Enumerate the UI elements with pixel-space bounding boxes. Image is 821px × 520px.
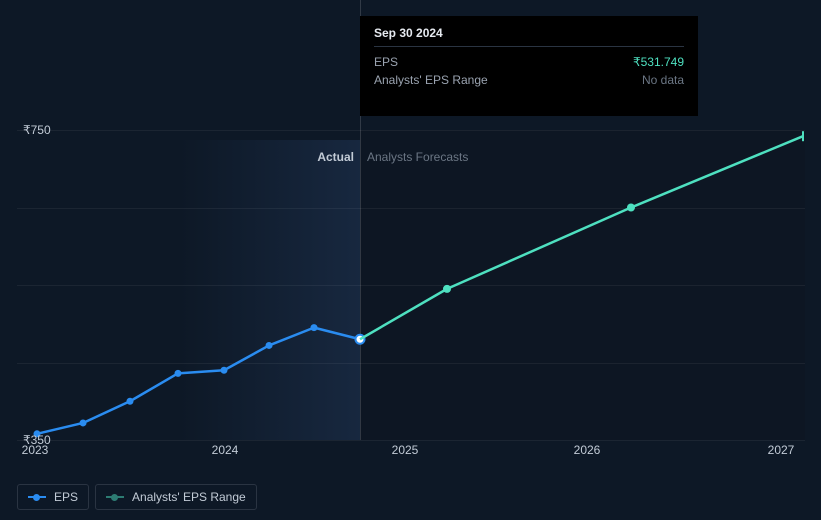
tooltip-key: EPS [374, 53, 398, 71]
chart-svg [17, 130, 805, 440]
legend-label: Analysts' EPS Range [132, 490, 246, 504]
x-axis-label: 2026 [574, 443, 601, 457]
actual-section-label: Actual [317, 150, 354, 164]
tooltip-key: Analysts' EPS Range [374, 71, 488, 89]
y-axis-label: ₹750 [23, 123, 51, 137]
tooltip-value: No data [642, 71, 684, 89]
chart-plot-area[interactable]: Actual Analysts Forecasts ₹750 ₹350 2023… [17, 130, 805, 440]
chart-container: Sep 30 2024 EPS ₹531.749 Analysts' EPS R… [0, 0, 821, 520]
legend: EPS Analysts' EPS Range [17, 484, 257, 510]
tooltip: Sep 30 2024 EPS ₹531.749 Analysts' EPS R… [360, 16, 698, 116]
tooltip-title: Sep 30 2024 [374, 26, 684, 47]
forecast-section-label: Analysts Forecasts [367, 150, 468, 164]
y-axis-label: ₹350 [23, 433, 51, 447]
legend-marker-icon [28, 496, 46, 498]
legend-item-range[interactable]: Analysts' EPS Range [95, 484, 257, 510]
legend-marker-icon [106, 496, 124, 498]
legend-item-eps[interactable]: EPS [17, 484, 89, 510]
tooltip-row-eps: EPS ₹531.749 [374, 53, 684, 71]
x-axis-label: 2024 [212, 443, 239, 457]
tooltip-row-range: Analysts' EPS Range No data [374, 71, 684, 89]
x-axis-label: 2025 [392, 443, 419, 457]
x-axis-label: 2027 [768, 443, 795, 457]
legend-label: EPS [54, 490, 78, 504]
tooltip-value: ₹531.749 [633, 53, 684, 71]
